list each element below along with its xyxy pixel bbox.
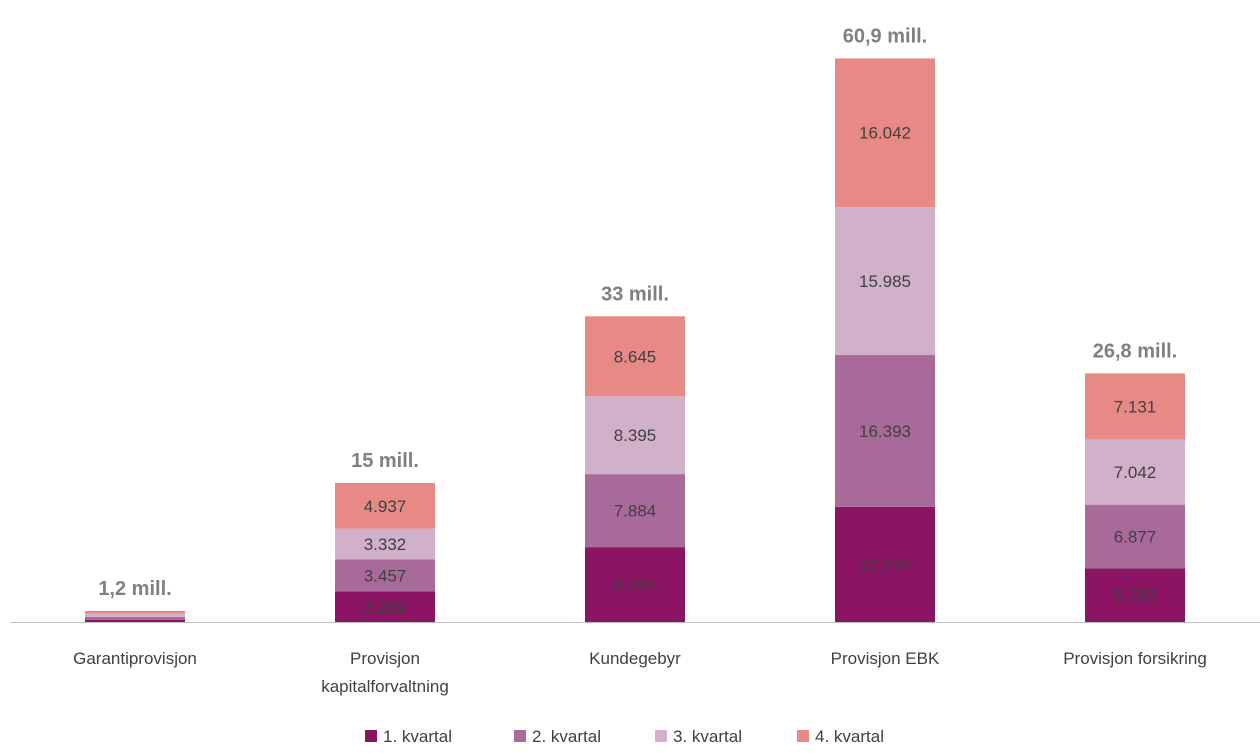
data-label-kundegebyr-1-kvartal: 8.084 <box>614 576 657 595</box>
category-label-provisjon-kapitalforvaltning-line-2: kapitalforvaltning <box>321 677 449 696</box>
data-label-provisjon-ebk-2-kvartal: 16.393 <box>859 422 911 441</box>
legend-label-2-kvartal: 2. kvartal <box>532 727 601 746</box>
data-label-kundegebyr-4-kvartal: 8.645 <box>614 347 657 366</box>
data-label-kundegebyr-2-kvartal: 7.884 <box>614 502 657 521</box>
category-label-provisjon-ebk: Provisjon EBK <box>831 649 940 668</box>
legend-label-4-kvartal: 4. kvartal <box>815 727 884 746</box>
bar-provisjon-ebk-3-kvartal <box>835 206 935 356</box>
category-label-provisjon-kapitalforvaltning-line-1: Provisjon <box>350 649 420 668</box>
total-label-provisjon-kapitalforvaltning: 15 mill. <box>351 450 419 472</box>
legend-label-1-kvartal: 1. kvartal <box>383 727 452 746</box>
data-label-provisjon-kapitalforvaltning-3-kvartal: 3.332 <box>364 535 407 554</box>
data-label-provisjon-kapitalforvaltning-1-kvartal: 3.289 <box>364 598 407 617</box>
bar-kundegebyr-3-kvartal <box>585 396 685 475</box>
data-label-provisjon-ebk-1-kvartal: 12.430 <box>859 555 911 574</box>
total-label-garantiprovisjon: 1,2 mill. <box>98 578 171 600</box>
total-label-provisjon-ebk: 60,9 mill. <box>843 25 928 47</box>
legend-swatch-3-kvartal <box>655 730 667 742</box>
data-label-provisjon-ebk-4-kvartal: 16.042 <box>859 124 911 143</box>
bar-provisjon-kapitalforvaltning-2-kvartal <box>335 559 435 592</box>
bar-provisjon-forsikring-2-kvartal <box>1085 504 1185 569</box>
bar-kundegebyr-1-kvartal <box>585 547 685 622</box>
bar-provisjon-forsikring-1-kvartal <box>1085 568 1185 622</box>
bar-provisjon-forsikring-3-kvartal <box>1085 439 1185 505</box>
bar-provisjon-ebk-1-kvartal <box>835 506 935 622</box>
category-label-provisjon-forsikring: Provisjon forsikring <box>1063 649 1207 668</box>
bar-garantiprovisjon-1-kvartal <box>85 619 185 622</box>
bar-garantiprovisjon-2-kvartal <box>85 616 185 620</box>
total-label-kundegebyr: 33 mill. <box>601 283 669 305</box>
data-label-provisjon-forsikring-4-kvartal: 7.131 <box>1114 397 1157 416</box>
legend-label-3-kvartal: 3. kvartal <box>673 727 742 746</box>
data-label-kundegebyr-3-kvartal: 8.395 <box>614 426 657 445</box>
data-label-provisjon-forsikring-1-kvartal: 5.793 <box>1114 586 1157 605</box>
bar-provisjon-kapitalforvaltning-4-kvartal <box>335 482 435 529</box>
bar-garantiprovisjon-3-kvartal <box>85 613 185 617</box>
data-label-provisjon-ebk-3-kvartal: 15.985 <box>859 272 911 291</box>
data-label-provisjon-forsikring-3-kvartal: 7.042 <box>1114 463 1157 482</box>
bar-kundegebyr-2-kvartal <box>585 474 685 548</box>
bar-kundegebyr-4-kvartal <box>585 316 685 397</box>
legend-swatch-4-kvartal <box>797 730 809 742</box>
data-label-provisjon-kapitalforvaltning-4-kvartal: 4.937 <box>364 497 407 516</box>
bar-provisjon-ebk-4-kvartal <box>835 58 935 207</box>
bar-provisjon-forsikring-4-kvartal <box>1085 373 1185 440</box>
category-label-garantiprovisjon: Garantiprovisjon <box>73 649 197 668</box>
bar-garantiprovisjon-4-kvartal <box>85 610 185 614</box>
bar-provisjon-ebk-2-kvartal <box>835 355 935 507</box>
category-label-kundegebyr: Kundegebyr <box>589 649 681 668</box>
bar-provisjon-kapitalforvaltning-3-kvartal <box>335 528 435 560</box>
data-label-provisjon-kapitalforvaltning-2-kvartal: 3.457 <box>364 567 407 586</box>
bar-provisjon-kapitalforvaltning-1-kvartal <box>335 591 435 622</box>
legend-swatch-2-kvartal <box>514 730 526 742</box>
total-label-provisjon-forsikring: 26,8 mill. <box>1093 340 1178 362</box>
data-label-provisjon-forsikring-2-kvartal: 6.877 <box>1114 527 1157 546</box>
legend-swatch-1-kvartal <box>365 730 377 742</box>
